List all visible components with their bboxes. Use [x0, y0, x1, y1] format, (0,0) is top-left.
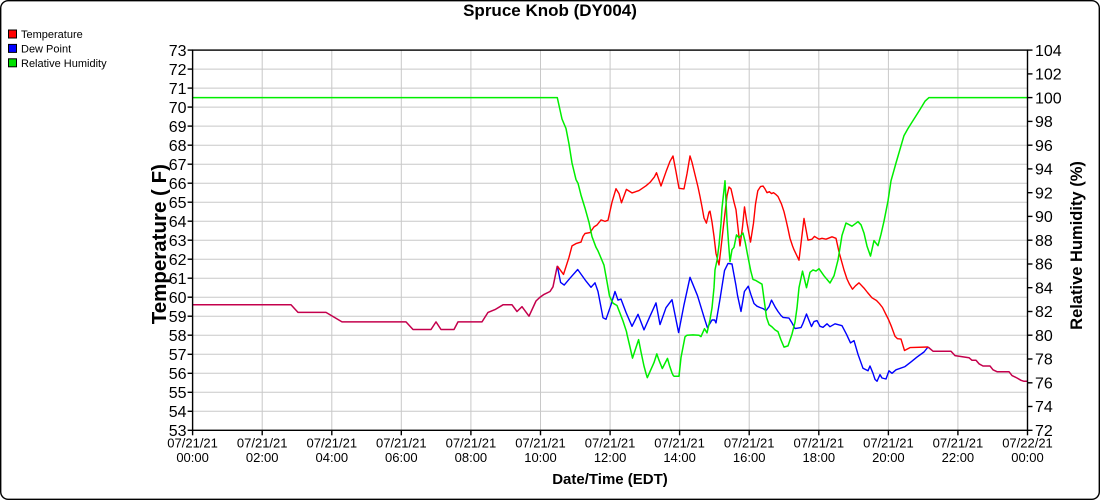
svg-text:61: 61	[169, 271, 187, 288]
svg-text:84: 84	[1035, 280, 1053, 297]
svg-text:74: 74	[1035, 399, 1053, 416]
svg-text:00:00: 00:00	[176, 450, 209, 465]
svg-text:65: 65	[169, 195, 187, 212]
svg-text:12:00: 12:00	[594, 450, 627, 465]
svg-text:07/21/21: 07/21/21	[933, 436, 984, 451]
svg-text:76: 76	[1035, 376, 1053, 393]
svg-text:57: 57	[169, 347, 187, 364]
svg-text:64: 64	[169, 214, 187, 231]
svg-text:60: 60	[169, 290, 187, 307]
svg-text:66: 66	[169, 176, 187, 193]
svg-text:71: 71	[169, 81, 187, 98]
svg-text:Temperature: Temperature	[21, 29, 83, 41]
svg-text:07/21/21: 07/21/21	[863, 436, 914, 451]
svg-text:07/21/21: 07/21/21	[585, 436, 636, 451]
svg-text:07/21/21: 07/21/21	[237, 436, 288, 451]
svg-text:10:00: 10:00	[524, 450, 557, 465]
svg-text:68: 68	[169, 138, 187, 155]
svg-text:88: 88	[1035, 233, 1053, 250]
svg-text:00:00: 00:00	[1011, 450, 1044, 465]
svg-text:07/21/21: 07/21/21	[306, 436, 357, 451]
svg-text:14:00: 14:00	[663, 450, 696, 465]
svg-text:07/21/21: 07/21/21	[724, 436, 775, 451]
svg-text:18:00: 18:00	[803, 450, 836, 465]
svg-text:22:00: 22:00	[942, 450, 975, 465]
svg-text:63: 63	[169, 233, 187, 250]
svg-text:16:00: 16:00	[733, 450, 766, 465]
svg-text:07/21/21: 07/21/21	[376, 436, 427, 451]
svg-text:70: 70	[169, 100, 187, 117]
svg-text:Temperature ( F): Temperature ( F)	[148, 164, 171, 324]
svg-text:98: 98	[1035, 114, 1053, 131]
svg-text:07/21/21: 07/21/21	[515, 436, 566, 451]
svg-text:53: 53	[169, 423, 187, 440]
svg-text:82: 82	[1035, 304, 1053, 321]
svg-text:58: 58	[169, 328, 187, 345]
svg-text:06:00: 06:00	[385, 450, 418, 465]
svg-text:Date/Time (EDT): Date/Time (EDT)	[552, 471, 668, 488]
svg-text:73: 73	[169, 43, 187, 60]
svg-text:59: 59	[169, 309, 187, 326]
svg-text:67: 67	[169, 157, 187, 174]
svg-text:102: 102	[1035, 67, 1062, 84]
svg-text:07/21/21: 07/21/21	[654, 436, 705, 451]
svg-text:54: 54	[169, 404, 187, 421]
svg-text:Relative Humidity: Relative Humidity	[21, 58, 107, 70]
svg-text:69: 69	[169, 119, 187, 136]
svg-text:62: 62	[169, 252, 187, 269]
svg-text:56: 56	[169, 366, 187, 383]
svg-text:07/21/21: 07/21/21	[446, 436, 497, 451]
svg-text:96: 96	[1035, 138, 1053, 155]
svg-text:78: 78	[1035, 352, 1053, 369]
svg-text:Relative Humidity (%): Relative Humidity (%)	[1068, 161, 1086, 330]
svg-text:08:00: 08:00	[455, 450, 488, 465]
svg-text:104: 104	[1035, 43, 1062, 60]
svg-text:72: 72	[169, 62, 187, 79]
svg-text:80: 80	[1035, 328, 1053, 345]
svg-text:Dew Point: Dew Point	[21, 43, 71, 55]
svg-text:94: 94	[1035, 162, 1053, 179]
svg-text:86: 86	[1035, 257, 1053, 274]
svg-text:20:00: 20:00	[872, 450, 905, 465]
svg-text:Spruce Knob (DY004): Spruce Knob (DY004)	[463, 1, 637, 20]
svg-text:100: 100	[1035, 90, 1062, 107]
svg-text:07/21/21: 07/21/21	[167, 436, 218, 451]
svg-text:02:00: 02:00	[246, 450, 279, 465]
svg-text:90: 90	[1035, 209, 1053, 226]
svg-text:07/21/21: 07/21/21	[793, 436, 844, 451]
svg-text:04:00: 04:00	[316, 450, 349, 465]
svg-text:07/22/21: 07/22/21	[1002, 436, 1053, 451]
svg-text:72: 72	[1035, 423, 1053, 440]
svg-text:92: 92	[1035, 185, 1053, 202]
svg-text:55: 55	[169, 385, 187, 402]
